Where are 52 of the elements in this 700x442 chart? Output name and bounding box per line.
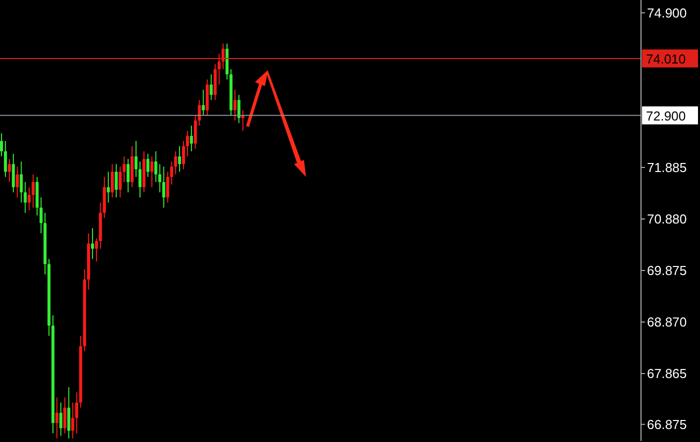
candlestick <box>71 402 74 439</box>
candlestick <box>8 158 11 183</box>
candlestick <box>186 130 189 157</box>
candlestick <box>166 171 170 204</box>
candlestick <box>210 74 213 100</box>
candlestick <box>122 156 126 183</box>
candlestick <box>237 94 240 124</box>
candlestick <box>106 171 110 204</box>
candlestick <box>16 166 19 198</box>
ref-line-label: 72.900 <box>646 108 686 124</box>
candlestick <box>67 386 70 439</box>
ref-line-label: 74.010 <box>646 51 686 66</box>
candlestick <box>170 161 174 186</box>
candlestick <box>218 53 221 86</box>
candlestick <box>198 99 201 126</box>
candlestick <box>138 161 142 198</box>
candlestick <box>75 392 78 434</box>
candlestick <box>0 132 3 157</box>
candlestick <box>4 140 7 178</box>
candlestick <box>162 166 166 208</box>
candlestick <box>150 156 154 188</box>
candlestick <box>28 186 31 211</box>
candlestick <box>190 125 193 152</box>
candlestick <box>94 238 98 262</box>
candlestick <box>134 140 138 178</box>
y-tick-label: 70.880 <box>647 212 687 227</box>
candlestick <box>32 174 35 208</box>
candlestick <box>146 153 150 178</box>
y-tick-label: 67.865 <box>647 366 687 382</box>
candlestick <box>174 150 178 175</box>
candlestick <box>178 146 182 172</box>
candlestick <box>110 164 114 198</box>
candlestick <box>126 158 130 193</box>
candlestick <box>194 114 197 150</box>
candlestick <box>118 166 122 198</box>
y-tick-label: 74.900 <box>647 5 687 20</box>
candlestick <box>154 150 158 183</box>
candlestick <box>182 140 186 170</box>
y-tick-label: 69.875 <box>647 263 687 278</box>
y-tick-label: 71.885 <box>647 160 687 176</box>
candlestick <box>12 153 15 193</box>
candlestick <box>63 396 66 434</box>
y-tick-label: 66.875 <box>647 416 687 432</box>
candlestick <box>202 89 205 116</box>
candlestick <box>40 196 43 234</box>
candlestick <box>91 228 94 260</box>
candlestick <box>59 402 62 436</box>
candlestick <box>222 43 225 70</box>
candlestick <box>55 396 58 439</box>
candlestick <box>233 89 236 122</box>
y-tick-label: 68.870 <box>647 314 687 330</box>
candlestick <box>114 164 118 198</box>
